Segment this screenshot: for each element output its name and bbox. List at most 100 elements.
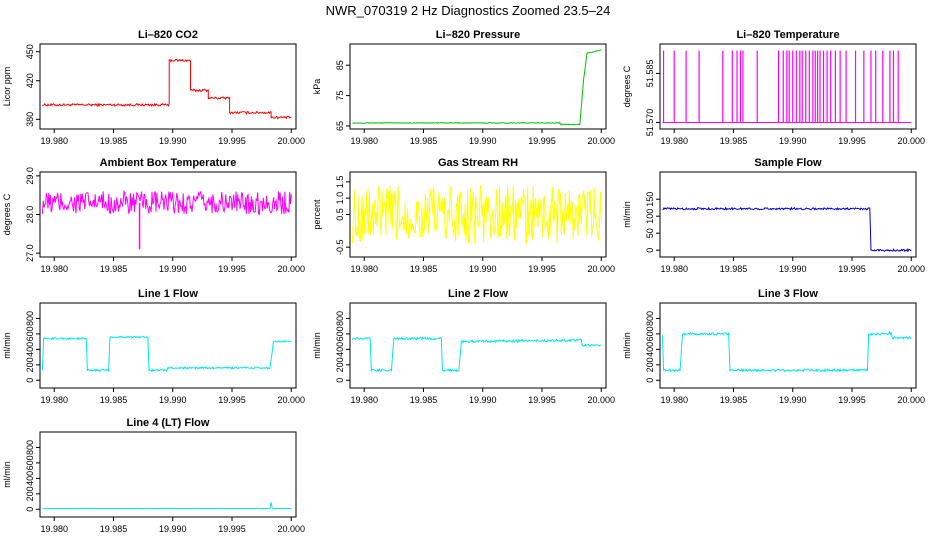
chart-panel-9: Line 3 Flow 19.980 19.985 19.990 19.995 20.00…	[622, 288, 925, 405]
plot-frame	[659, 43, 917, 130]
x-tick-label: 19.980	[40, 524, 68, 534]
y-axis-label: ml/min	[2, 332, 12, 359]
y-tick-label: 51.570	[645, 109, 655, 137]
x-tick-label: 19.990	[469, 136, 497, 146]
chart-panel-1: Li–820 CO2 19.980 19.985 19.990 19.995 20.000…	[2, 29, 305, 146]
x-tick-label: 19.980	[40, 264, 68, 274]
y-tick-label: 0	[25, 378, 35, 383]
chart-title: Sample Flow	[754, 157, 822, 169]
chart-title: Line 2 Flow	[448, 288, 508, 300]
x-tick-label: 19.985	[410, 395, 438, 405]
series-line	[662, 206, 912, 253]
x-tick-label: 19.985	[410, 136, 438, 146]
x-tick-label: 20.000	[897, 136, 925, 146]
y-tick-label: 600	[25, 455, 35, 470]
x-tick-label: 19.995	[218, 136, 246, 146]
series-group	[41, 189, 292, 250]
y-tick-label: 0	[645, 378, 655, 383]
y-tick-label: 800	[335, 311, 345, 326]
x-tick-label: 20.000	[587, 264, 615, 274]
x-tick-label: 19.985	[720, 264, 748, 274]
x-tick-label: 19.980	[350, 264, 378, 274]
x-tick-label: 19.995	[838, 395, 866, 405]
chart-panel-6: Sample Flow 19.980 19.985 19.990 19.995 20.00…	[622, 157, 925, 274]
x-tick-label: 19.985	[720, 395, 748, 405]
plot-frame	[659, 171, 917, 258]
chart-title: Li–820 Temperature	[736, 29, 839, 41]
x-tick-label: 19.995	[838, 136, 866, 146]
y-tick-label: 400	[25, 342, 35, 357]
series-group	[42, 58, 292, 120]
plot-frame	[39, 431, 297, 518]
x-tick-label: 19.990	[159, 264, 187, 274]
y-tick-label: 420	[25, 73, 35, 88]
y-tick-label: 600	[25, 326, 35, 341]
y-axis-label: ml/min	[622, 201, 632, 228]
series-group	[352, 49, 602, 127]
plot-frame	[349, 302, 607, 389]
chart-title: Ambient Box Temperature	[100, 157, 237, 169]
chart-panel-3: Li–820 Temperature 19.980 19.985 19.990 19.9…	[622, 29, 925, 146]
series-group	[662, 206, 912, 253]
y-axis-label: degrees C	[622, 65, 632, 107]
y-tick-label: 600	[645, 326, 655, 341]
plot-frame	[39, 302, 297, 389]
y-tick-label: 800	[645, 311, 655, 326]
panels-group: Li–820 CO2 19.980 19.985 19.990 19.995 20.000…	[2, 29, 925, 534]
series-group	[661, 331, 912, 373]
x-tick-label: 19.995	[528, 395, 556, 405]
y-axis-label: ml/min	[312, 332, 322, 359]
x-tick-label: 19.995	[528, 136, 556, 146]
chart-panel-4: Ambient Box Temperature 19.980 19.985 19.99…	[2, 157, 305, 274]
series-group	[351, 185, 602, 245]
x-tick-label: 20.000	[277, 524, 305, 534]
plot-frame	[39, 171, 297, 258]
series-line	[42, 502, 292, 510]
y-tick-label: 75	[335, 91, 345, 101]
y-tick-label: 51.585	[645, 60, 655, 88]
x-tick-label: 19.980	[40, 136, 68, 146]
y-tick-label: 0	[25, 507, 35, 512]
chart-title: Line 3 Flow	[758, 288, 818, 300]
x-tick-label: 20.000	[587, 136, 615, 146]
x-tick-label: 19.985	[410, 264, 438, 274]
y-axis-label: ml/min	[622, 332, 632, 359]
plot-frame	[659, 302, 917, 389]
y-tick-label: 0.5	[335, 208, 345, 221]
x-tick-label: 19.990	[779, 136, 807, 146]
x-tick-label: 19.990	[779, 395, 807, 405]
y-tick-label: 1.5	[335, 176, 345, 189]
chart-title: Gas Stream RH	[438, 157, 518, 169]
y-tick-label: 600	[335, 326, 345, 341]
series-line	[351, 336, 602, 373]
x-tick-label: 19.985	[720, 136, 748, 146]
y-tick-label: 100	[645, 209, 655, 224]
series-line	[41, 189, 292, 216]
x-tick-label: 19.995	[218, 395, 246, 405]
y-tick-label: 200	[335, 357, 345, 372]
y-axis-label: ml/min	[2, 461, 12, 488]
x-tick-label: 19.990	[779, 264, 807, 274]
y-tick-label: 85	[335, 60, 345, 70]
series-line	[41, 335, 292, 373]
x-tick-label: 19.990	[159, 524, 187, 534]
x-tick-label: 19.995	[218, 524, 246, 534]
y-tick-label: 1.0	[335, 192, 345, 205]
series-line	[661, 331, 912, 373]
y-tick-label: 200	[25, 486, 35, 501]
y-axis-label: degrees C	[2, 193, 12, 235]
y-tick-label: 400	[335, 342, 345, 357]
y-tick-label: -0.5	[335, 239, 345, 255]
series-line	[351, 185, 602, 245]
chart-panel-2: Li–820 Pressure 19.980 19.985 19.990 19.995 2…	[312, 29, 615, 146]
y-tick-label: 0	[335, 378, 345, 383]
x-tick-label: 19.990	[469, 395, 497, 405]
y-tick-label: 380	[25, 112, 35, 127]
x-tick-label: 19.980	[660, 395, 688, 405]
x-tick-label: 19.990	[159, 136, 187, 146]
x-tick-label: 20.000	[277, 264, 305, 274]
plot-frame	[39, 43, 297, 130]
x-tick-label: 19.980	[350, 395, 378, 405]
x-tick-label: 19.980	[350, 136, 378, 146]
series-group	[41, 335, 292, 373]
